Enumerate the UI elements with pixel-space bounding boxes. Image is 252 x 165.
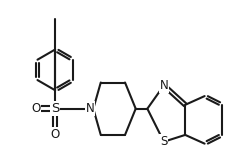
Text: N: N xyxy=(160,79,168,92)
Text: S: S xyxy=(51,102,59,115)
Text: O: O xyxy=(31,102,40,115)
Text: N: N xyxy=(86,102,94,115)
Text: S: S xyxy=(160,135,168,148)
Text: O: O xyxy=(50,128,60,141)
